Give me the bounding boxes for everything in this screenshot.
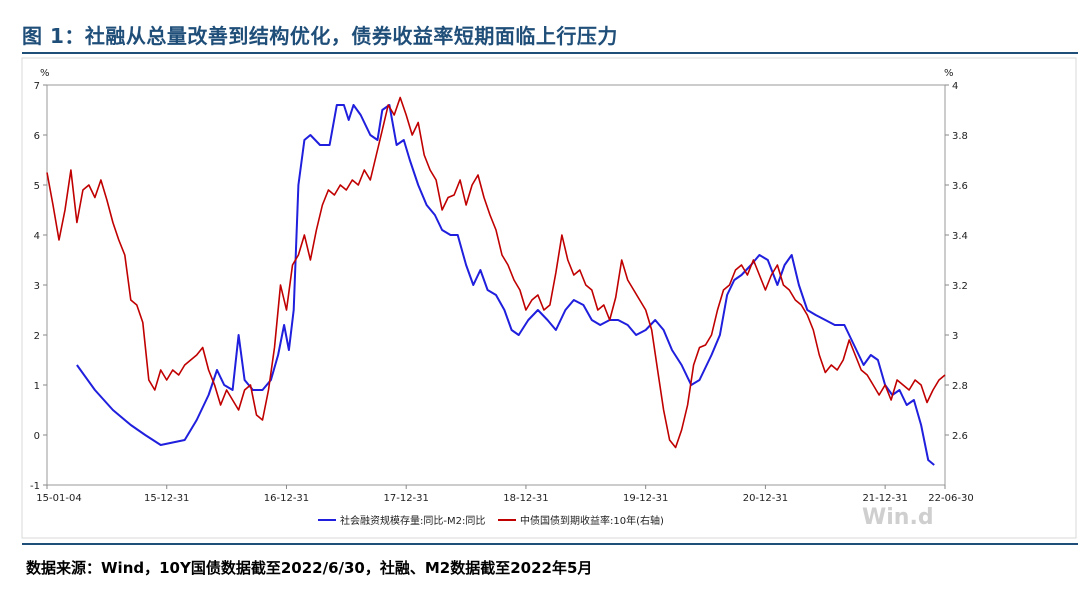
title-divider	[22, 52, 1078, 54]
right-tick-label: 4	[952, 81, 958, 92]
x-tick-label: 20-12-31	[743, 493, 788, 504]
right-tick-label: 2.8	[952, 381, 968, 392]
page-title: 图 1：社融从总量改善到结构优化，债券收益率短期面临上行压力	[22, 24, 618, 48]
x-tick-label: 19-12-31	[623, 493, 668, 504]
left-tick-label: 0	[34, 431, 40, 442]
x-tick-label: 15-12-31	[144, 493, 189, 504]
plot-area	[46, 84, 946, 486]
right-axis-unit: %	[944, 68, 954, 79]
watermark: Win.d	[862, 505, 934, 530]
right-tick-label: 3	[952, 331, 958, 342]
left-tick-label: 7	[34, 81, 40, 92]
right-tick-label: 3.6	[952, 181, 968, 192]
left-tick-label: 3	[34, 281, 40, 292]
x-tick-label: 18-12-31	[503, 493, 548, 504]
x-tick-label: 17-12-31	[384, 493, 429, 504]
x-tick-label: 15-01-04	[36, 493, 81, 504]
right-tick-label: 3.2	[952, 281, 968, 292]
x-tick-label: 22-06-30	[928, 493, 973, 504]
x-tick-label: 16-12-31	[264, 493, 309, 504]
left-tick-label: 5	[34, 181, 40, 192]
left-tick-label: 4	[34, 231, 40, 242]
left-tick-label: 6	[34, 131, 40, 142]
legend-label: 社会融资规模存量:同比-M2:同比	[340, 514, 485, 527]
left-tick-label: 2	[34, 331, 40, 342]
x-tick-label: 21-12-31	[862, 493, 907, 504]
left-axis-unit: %	[40, 68, 50, 79]
footer-divider	[22, 543, 1078, 545]
series-line-cgb-10y	[46, 96, 946, 449]
left-tick-label: -1	[30, 481, 40, 492]
right-tick-label: 2.6	[952, 431, 968, 442]
left-tick-label: 1	[34, 381, 40, 392]
source-note: 数据来源：Wind，10Y国债数据截至2022/6/30，社融、M2数据截至20…	[26, 559, 593, 577]
legend-label: 中债国债到期收益率:10年(右轴)	[520, 514, 664, 527]
right-tick-label: 3.8	[952, 131, 968, 142]
right-tick-label: 3.4	[952, 231, 968, 242]
